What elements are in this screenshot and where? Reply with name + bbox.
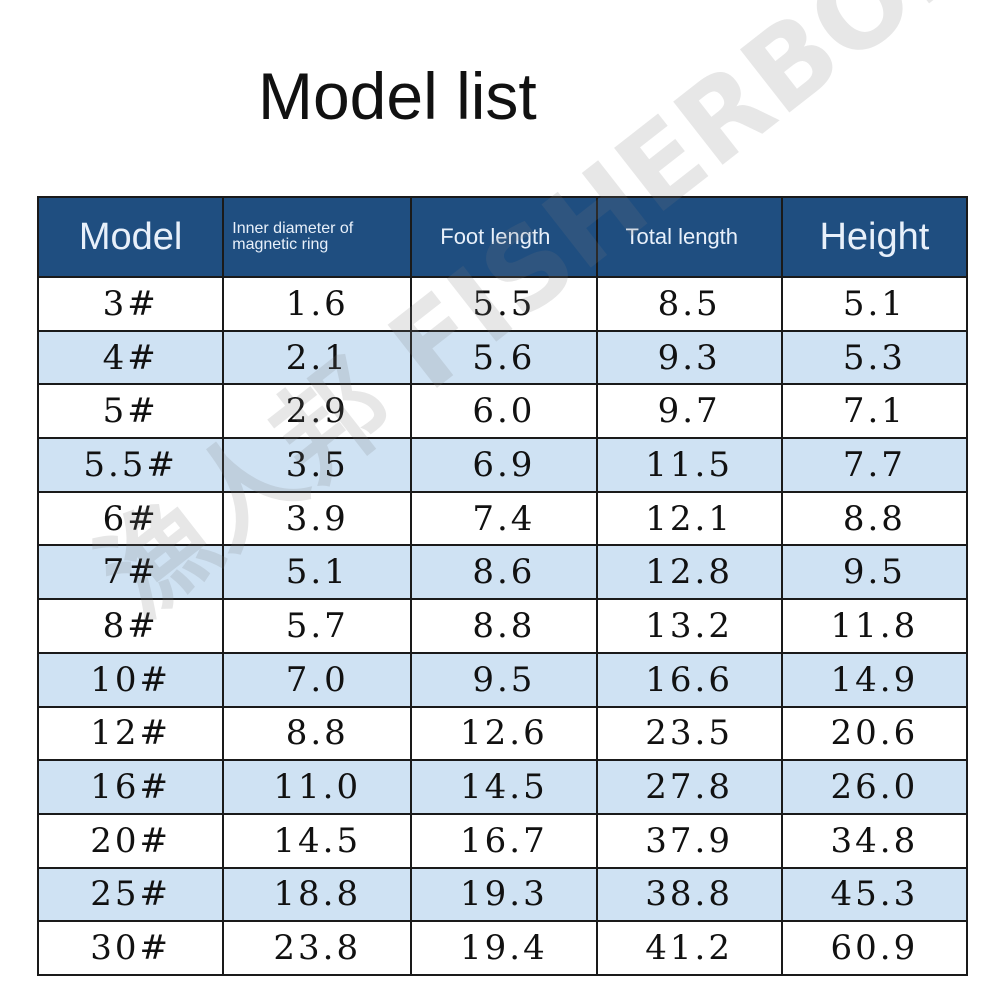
table-row: 7# 5.1 8.6 12.8 9.5 [36,544,969,601]
cell-inner-diameter: 3.9 [222,490,413,547]
cell-inner-diameter: 11.0 [222,759,413,815]
cell-total-length: 41.2 [595,920,783,976]
cell-model: 5.5# [36,437,225,493]
cell-inner-diameter: 5.7 [222,598,413,654]
table-row: 12# 8.8 12.6 23.5 20.6 [36,705,969,762]
cell-total-length: 12.8 [595,544,783,601]
cell-height: 26.0 [780,759,969,815]
cell-model: 8# [36,598,225,654]
table-row: 6# 3.9 7.4 12.1 8.8 [36,490,969,547]
cell-foot-length: 12.6 [410,705,598,762]
cell-height: 7.7 [780,437,969,493]
cell-model: 25# [36,866,225,923]
header-foot-length: Foot length [410,196,598,278]
cell-model: 4# [36,329,225,386]
cell-model: 10# [36,651,225,708]
cell-inner-diameter: 2.1 [222,329,413,386]
cell-model: 16# [36,759,225,815]
cell-height: 34.8 [780,812,969,869]
header-total-length: Total length [595,196,783,278]
cell-foot-length: 6.9 [410,437,598,493]
page-title: Model list [258,59,537,133]
cell-total-length: 13.2 [595,598,783,654]
cell-inner-diameter: 18.8 [222,866,413,923]
cell-inner-diameter: 7.0 [222,651,413,708]
cell-model: 20# [36,812,225,869]
header-height: Height [780,196,969,278]
table-row: 10# 7.0 9.5 16.6 14.9 [36,651,969,708]
cell-foot-length: 8.6 [410,544,598,601]
cell-inner-diameter: 23.8 [222,920,413,976]
cell-height: 11.8 [780,598,969,654]
table-row: 30# 23.8 19.4 41.2 60.9 [36,920,969,976]
cell-inner-diameter: 5.1 [222,544,413,601]
header-model: Model [36,196,225,278]
cell-foot-length: 14.5 [410,759,598,815]
cell-foot-length: 7.4 [410,490,598,547]
cell-model: 12# [36,705,225,762]
cell-inner-diameter: 3.5 [222,437,413,493]
cell-inner-diameter: 1.6 [222,276,413,332]
model-table: Model Inner diameter of magnetic ring Fo… [36,196,969,976]
cell-total-length: 9.7 [595,383,783,440]
table-row: 5# 2.9 6.0 9.7 7.1 [36,383,969,440]
cell-model: 3# [36,276,225,332]
cell-height: 5.3 [780,329,969,386]
cell-height: 60.9 [780,920,969,976]
cell-height: 9.5 [780,544,969,601]
table-row: 5.5# 3.5 6.9 11.5 7.7 [36,437,969,493]
cell-inner-diameter: 2.9 [222,383,413,440]
cell-model: 7# [36,544,225,601]
cell-total-length: 38.8 [595,866,783,923]
table-row: 16# 11.0 14.5 27.8 26.0 [36,759,969,815]
cell-height: 14.9 [780,651,969,708]
cell-total-length: 16.6 [595,651,783,708]
cell-total-length: 12.1 [595,490,783,547]
cell-foot-length: 8.8 [410,598,598,654]
cell-foot-length: 9.5 [410,651,598,708]
cell-total-length: 8.5 [595,276,783,332]
table-row: 20# 14.5 16.7 37.9 34.8 [36,812,969,869]
header-inner-diameter: Inner diameter of magnetic ring [222,196,413,278]
cell-foot-length: 19.4 [410,920,598,976]
cell-model: 6# [36,490,225,547]
cell-height: 45.3 [780,866,969,923]
cell-height: 5.1 [780,276,969,332]
cell-model: 30# [36,920,225,976]
table-row: 4# 2.1 5.6 9.3 5.3 [36,329,969,386]
cell-foot-length: 16.7 [410,812,598,869]
cell-height: 8.8 [780,490,969,547]
table-row: 25# 18.8 19.3 38.8 45.3 [36,866,969,923]
cell-foot-length: 6.0 [410,383,598,440]
cell-model: 5# [36,383,225,440]
cell-foot-length: 19.3 [410,866,598,923]
cell-total-length: 23.5 [595,705,783,762]
header-row: Model Inner diameter of magnetic ring Fo… [36,196,969,278]
cell-height: 20.6 [780,705,969,762]
cell-height: 7.1 [780,383,969,440]
table-row: 3# 1.6 5.5 8.5 5.1 [36,276,969,332]
cell-inner-diameter: 8.8 [222,705,413,762]
cell-total-length: 11.5 [595,437,783,493]
cell-total-length: 37.9 [595,812,783,869]
cell-total-length: 9.3 [595,329,783,386]
table-row: 8# 5.7 8.8 13.2 11.8 [36,598,969,654]
cell-foot-length: 5.6 [410,329,598,386]
cell-total-length: 27.8 [595,759,783,815]
cell-foot-length: 5.5 [410,276,598,332]
cell-inner-diameter: 14.5 [222,812,413,869]
